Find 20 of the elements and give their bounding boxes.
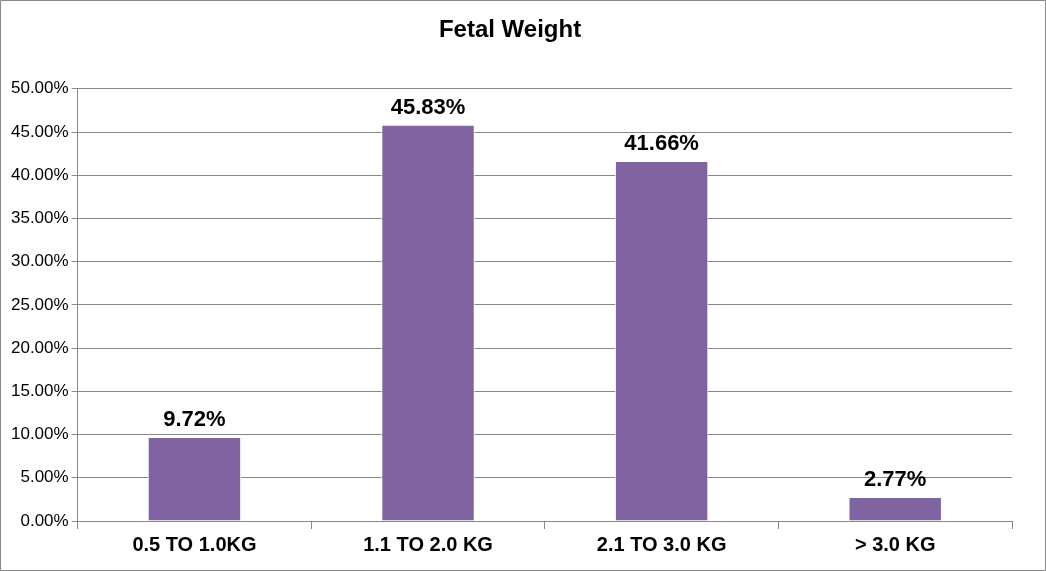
y-tick-label: 0.00%	[20, 510, 69, 530]
data-label: 2.77%	[864, 466, 927, 492]
y-tick-label: 15.00%	[10, 381, 69, 401]
chart-title: Fetal Weight	[438, 15, 582, 43]
y-tick-label: 10.00%	[10, 424, 69, 444]
y-tick-label: 25.00%	[10, 294, 69, 314]
x-tick-label: 0.5 TO 1.0KG	[132, 532, 257, 555]
x-tick-label: > 3.0 KG	[854, 532, 936, 555]
x-tick-label: 1.1 TO 2.0 KG	[363, 532, 493, 555]
data-label: 45.83%	[390, 93, 466, 119]
data-label: 41.66%	[624, 129, 699, 155]
y-tick-label: 5.00%	[20, 467, 69, 487]
y-tick-label: 50.00%	[10, 78, 69, 98]
y-tick-label: 35.00%	[10, 208, 69, 228]
y-tick-label: 45.00%	[10, 121, 69, 141]
y-tick-label: 40.00%	[10, 164, 69, 184]
y-tick-label: 20.00%	[10, 337, 69, 357]
y-tick-label: 30.00%	[10, 251, 69, 271]
data-label: 9.72%	[163, 406, 226, 432]
x-tick-label: 2.1 TO 3.0 KG	[596, 532, 727, 555]
